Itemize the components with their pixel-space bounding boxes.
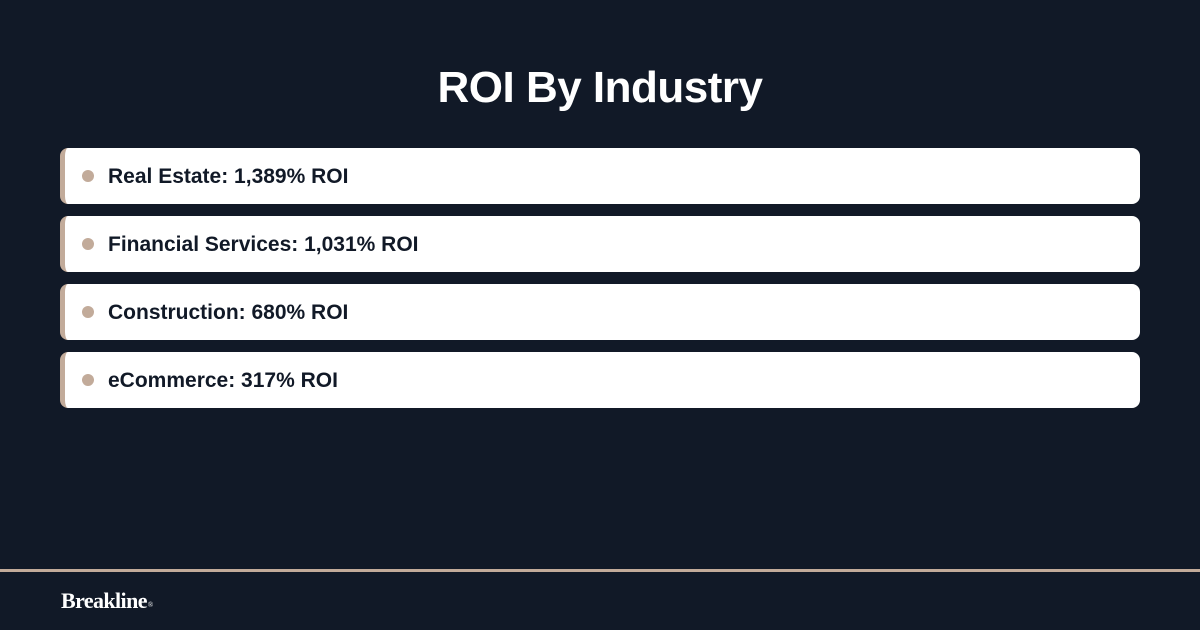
page-title: ROI By Industry [437,63,764,112]
bullet-dot-icon [82,306,94,318]
list-item-label: eCommerce: 317% ROI [108,369,338,392]
registered-mark: ® [147,601,154,609]
brand-name: Breakline [61,588,147,613]
bullet-dot-icon [82,238,94,250]
footer-divider [0,569,1200,572]
list-item-label: Financial Services: 1,031% ROI [108,233,419,256]
list-item-label: Real Estate: 1,389% ROI [108,165,349,188]
list-item-real-estate: Real Estate: 1,389% ROI [60,148,1140,204]
brand-logo: Breakline® [61,587,153,615]
list-item-financial-services: Financial Services: 1,031% ROI [60,216,1140,272]
bullet-dot-icon [82,170,94,182]
bullet-dot-icon [82,374,94,386]
list-item-ecommerce: eCommerce: 317% ROI [60,352,1140,408]
list-item-construction: Construction: 680% ROI [60,284,1140,340]
roi-list: Real Estate: 1,389% ROI Financial Servic… [60,148,1140,420]
list-item-label: Construction: 680% ROI [108,301,349,324]
